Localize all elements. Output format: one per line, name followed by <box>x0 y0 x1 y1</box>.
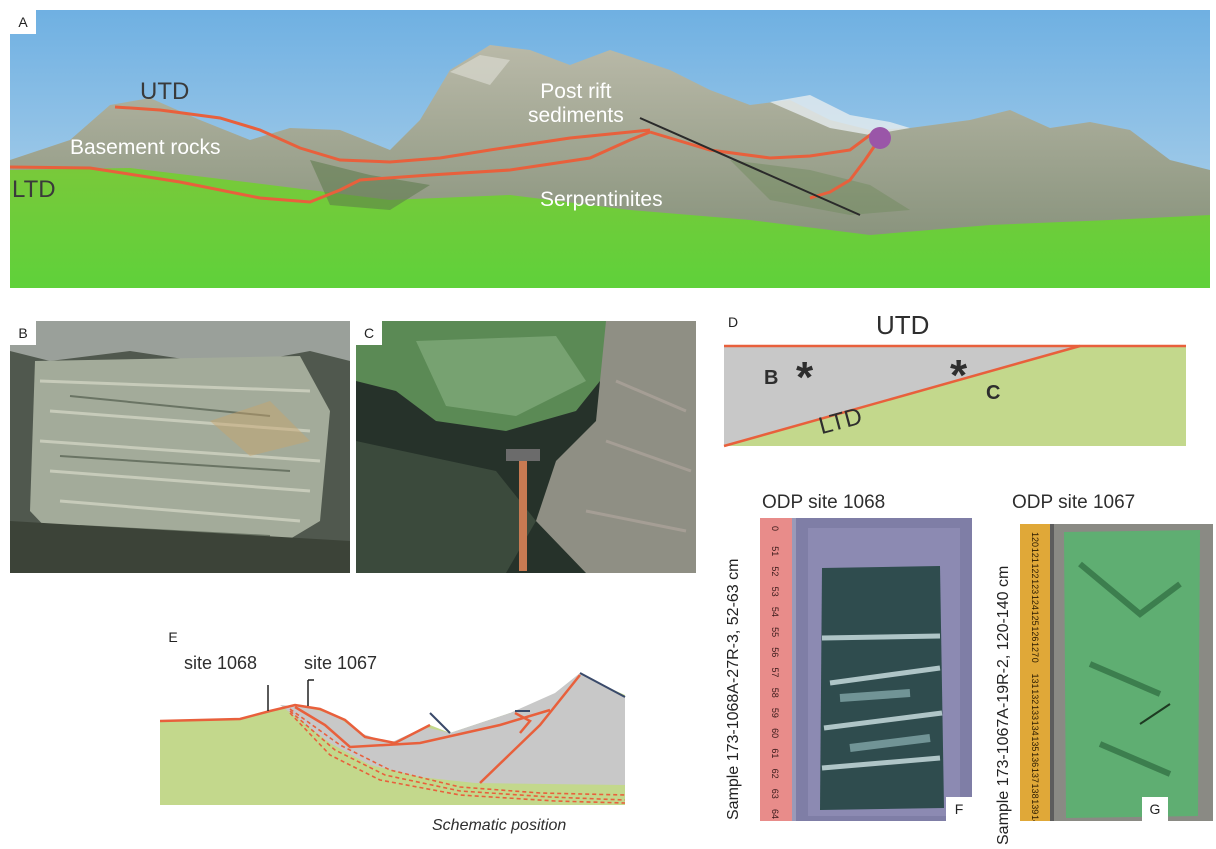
panel-e-cross-section: E site 1068 site 1067 <box>160 625 630 805</box>
g-ruler-tick: 138 <box>1030 784 1040 799</box>
g-ruler-tick: 139 <box>1030 799 1040 814</box>
panel-f-tag: F <box>946 797 972 821</box>
f-ruler-tick: 62 <box>770 769 780 779</box>
serpentinites-label: Serpentinites <box>540 188 663 211</box>
g-ruler <box>1020 524 1050 821</box>
ltd-label: LTD <box>12 176 56 203</box>
detachment-schematic <box>723 344 1186 448</box>
f-sample-label: Sample 173-1068A-27R-3, 52-63 cm <box>725 558 742 820</box>
f-ruler-tick: 56 <box>770 647 780 657</box>
d-marker-c: C <box>986 382 1001 404</box>
utd-label: UTD <box>140 78 190 105</box>
f-ruler-tick: 58 <box>770 688 780 698</box>
g-ruler-tick: 123 <box>1030 579 1040 594</box>
panel-a-landscape-photo: A UTD Basement rocks LTD Post rift sedim… <box>10 10 1210 288</box>
panel-g-tag: G <box>1142 797 1168 821</box>
g-ruler-tick: 135 <box>1030 736 1040 751</box>
f-ruler-tick: 52 <box>770 566 780 576</box>
f-ruler-tick: 54 <box>770 607 780 617</box>
d-utd-label: UTD <box>876 310 930 340</box>
basement-rocks-label: Basement rocks <box>70 136 221 159</box>
site-1067-label: site 1067 <box>304 653 378 673</box>
panel-d-tag: D <box>720 310 746 334</box>
f-ruler-tick: 57 <box>770 668 780 678</box>
cross-section-diagram <box>160 672 626 805</box>
panel-b-outcrop-photo: B <box>10 321 350 573</box>
g-title: ODP site 1067 <box>1012 492 1136 513</box>
f-ruler <box>760 518 792 821</box>
panel-f-core-photo: 0 51 52 53 54 55 56 57 58 59 60 61 62 63 64 F <box>760 518 972 821</box>
panel-g-core-photo: 120 121 122 123 124 125 126 127 0 131 132 133 134 135… <box>1020 524 1213 821</box>
g-ruler-tick: 136 <box>1030 752 1040 767</box>
f-ruler-tick: 55 <box>770 627 780 637</box>
f-title: ODP site 1068 <box>762 492 886 513</box>
panel-b-tag: B <box>10 321 36 345</box>
outcrop-b-illustration <box>10 321 350 573</box>
hammer-head <box>506 449 540 461</box>
g-sample-label: Sample 173-1067A-19R-2, 120-140 cm <box>995 565 1012 845</box>
f-ruler-tick: 59 <box>770 708 780 718</box>
g-ruler-tick: 126 <box>1030 626 1040 641</box>
core-1068-illustration: 0 51 52 53 54 55 56 57 58 59 60 61 62 63 64 <box>760 518 972 821</box>
g-ruler-tick: 133 <box>1030 705 1040 720</box>
g-ruler-tick: 127 <box>1030 642 1040 657</box>
g-ruler-tick: 132 <box>1030 689 1040 704</box>
ltd-line <box>723 344 1081 448</box>
f-core-rock <box>820 566 944 810</box>
f-ruler-tick: 61 <box>770 748 780 758</box>
f-ruler-tick: 60 <box>770 728 780 738</box>
f-ruler-tick: 51 <box>770 546 780 556</box>
d-asterisk-b: * <box>796 353 814 402</box>
panel-a-tag: A <box>10 10 36 34</box>
outcrop-c-illustration <box>356 321 696 573</box>
f-ruler-tick: 0 <box>770 526 780 531</box>
panel-e-tag: E <box>160 625 186 649</box>
g-ruler-tick: 124 <box>1030 595 1040 610</box>
g-core-rock <box>1064 530 1200 818</box>
g-ruler-tick: 122 <box>1030 563 1040 578</box>
schematic-position-caption: Schematic position <box>432 817 567 834</box>
f-ruler-tick: 53 <box>770 587 780 597</box>
panel-c-outcrop-photo: C <box>356 321 696 573</box>
hammer-handle <box>519 461 527 571</box>
g-ruler-tick: 0 <box>1030 658 1040 663</box>
landscape-illustration <box>10 10 1210 288</box>
marker-dot <box>869 127 891 149</box>
g-ruler-tick: 134 <box>1030 721 1040 736</box>
g-ruler-tick: 125 <box>1030 611 1040 626</box>
panel-d-schematic: D UTD B * * C LTD <box>720 310 1190 450</box>
g-ruler-tick: 140 <box>1030 815 1040 821</box>
d-marker-b: B <box>764 367 779 389</box>
g-ruler-tick: 131 <box>1030 674 1040 689</box>
site-1068-label: site 1068 <box>184 653 258 673</box>
post-rift-sediments-label: Post rift sediments <box>528 80 624 127</box>
panel-c-tag: C <box>356 321 382 345</box>
f-ruler-tick: 64 <box>770 809 780 819</box>
f-ruler-tick: 63 <box>770 789 780 799</box>
g-ruler-tick: 120 <box>1030 532 1040 547</box>
g-ruler-tick: 137 <box>1030 768 1040 783</box>
d-asterisk-c: * <box>950 351 968 400</box>
g-ruler-tick: 121 <box>1030 548 1040 563</box>
